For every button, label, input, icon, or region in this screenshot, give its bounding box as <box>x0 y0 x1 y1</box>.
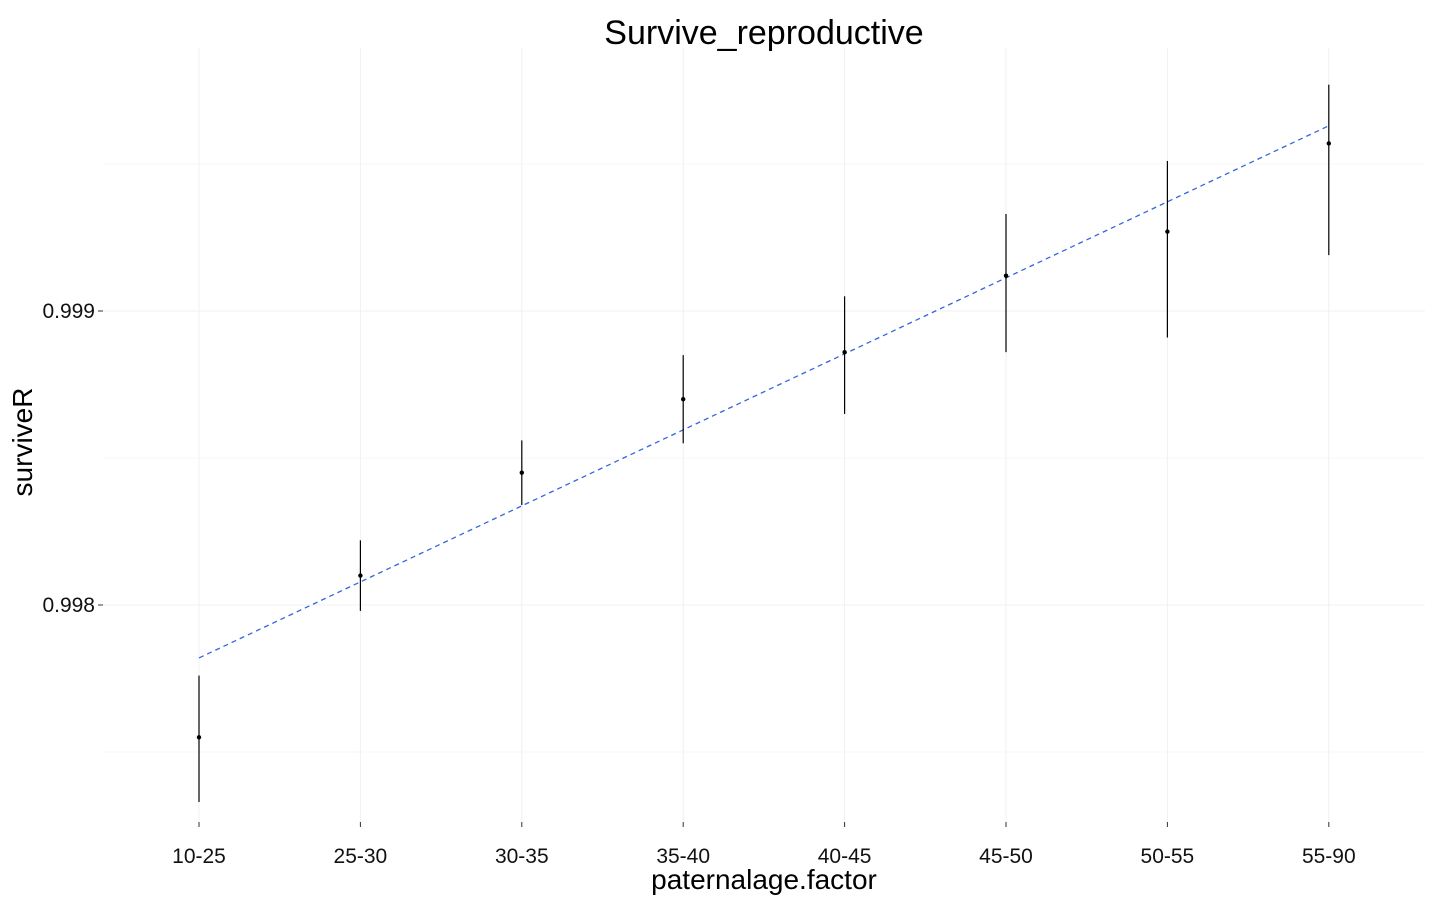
x-tick-label: 35-40 <box>656 845 710 868</box>
axis-ticks <box>98 310 1330 827</box>
data-point <box>681 397 686 402</box>
data-marks <box>196 84 1332 802</box>
x-tick-label: 50-55 <box>1141 845 1195 868</box>
y-tick-label: 0.999 <box>42 300 95 323</box>
data-point <box>519 470 524 475</box>
data-point <box>1003 273 1009 278</box>
data-point <box>358 573 363 578</box>
chart-title: Survive_reproductive <box>604 14 923 52</box>
y-tick-label: 0.998 <box>42 594 95 617</box>
x-tick-label: 10-25 <box>172 845 226 868</box>
data-point <box>196 735 202 740</box>
x-tick-label: 40-45 <box>818 845 872 868</box>
x-tick-label: 30-35 <box>495 845 549 868</box>
y-axis-title: surviveR <box>7 388 38 497</box>
trend-line-group <box>198 125 1330 659</box>
x-axis-title: paternalage.factor <box>651 864 877 895</box>
data-point <box>1165 229 1170 234</box>
grid <box>103 48 1425 822</box>
x-tick-label: 25-30 <box>334 845 388 868</box>
x-tick-label: 55-90 <box>1302 845 1356 868</box>
data-point <box>1326 141 1332 146</box>
tick-labels: 0.998 0.999 10-25 25-30 30-35 35-40 40-45 45-50… <box>42 300 1355 868</box>
x-tick-label: 45-50 <box>979 845 1033 868</box>
trend-line <box>198 125 1330 659</box>
data-point <box>842 349 847 355</box>
